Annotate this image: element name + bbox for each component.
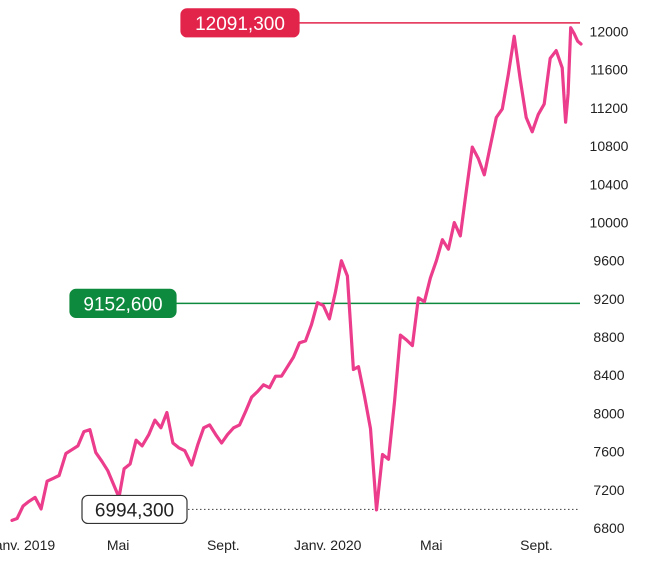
x-tick-label: Sept. bbox=[520, 537, 553, 553]
y-tick-label: 7200 bbox=[593, 482, 624, 498]
value-label-text: 12091,300 bbox=[195, 14, 285, 35]
value-label-box bbox=[180, 8, 300, 38]
y-tick-label: 9200 bbox=[593, 291, 624, 307]
value-label: 9152,600 bbox=[69, 288, 177, 318]
value-label: 6994,300 bbox=[81, 494, 188, 525]
x-tick-label: Sept. bbox=[207, 537, 240, 553]
y-tick-label: 10400 bbox=[590, 176, 629, 192]
value-label-text: 9152,600 bbox=[83, 294, 162, 315]
series-line bbox=[10, 26, 583, 523]
y-axis: 6800 7200 7600 8000 8400 8800 9200 9600 10000 104… bbox=[590, 24, 629, 536]
y-tick-label: 11600 bbox=[590, 62, 628, 78]
x-axis: Janv. 2019 Mai Sept. Janv. 2020 Mai Sept. bbox=[0, 537, 553, 553]
y-tick-label: 10000 bbox=[590, 214, 629, 230]
y-tick-label: 10800 bbox=[590, 138, 629, 154]
x-tick-label: Janv. 2019 bbox=[0, 537, 55, 553]
annotation-layer: 12091,300 9152,600 6994,300 bbox=[69, 8, 300, 525]
y-tick-label: 8800 bbox=[593, 329, 624, 345]
y-tick-label: 9600 bbox=[593, 253, 624, 269]
y-tick-label: 11200 bbox=[590, 100, 628, 116]
reference-lines bbox=[175, 22, 580, 511]
value-label-text: 6994,300 bbox=[95, 500, 174, 521]
value-label-box bbox=[81, 494, 188, 525]
y-tick-label: 6800 bbox=[593, 520, 624, 536]
x-tick-label: Janv. 2020 bbox=[294, 537, 362, 553]
value-label: 12091,300 bbox=[180, 8, 300, 38]
y-tick-label: 8400 bbox=[593, 367, 624, 383]
x-tick-label: Mai bbox=[420, 537, 443, 553]
y-tick-label: 7600 bbox=[593, 444, 624, 460]
value-label-box bbox=[69, 288, 177, 318]
series-layer bbox=[10, 26, 583, 523]
y-tick-label: 8000 bbox=[593, 405, 624, 421]
x-tick-label: Mai bbox=[107, 537, 130, 553]
y-tick-label: 12000 bbox=[590, 24, 629, 40]
